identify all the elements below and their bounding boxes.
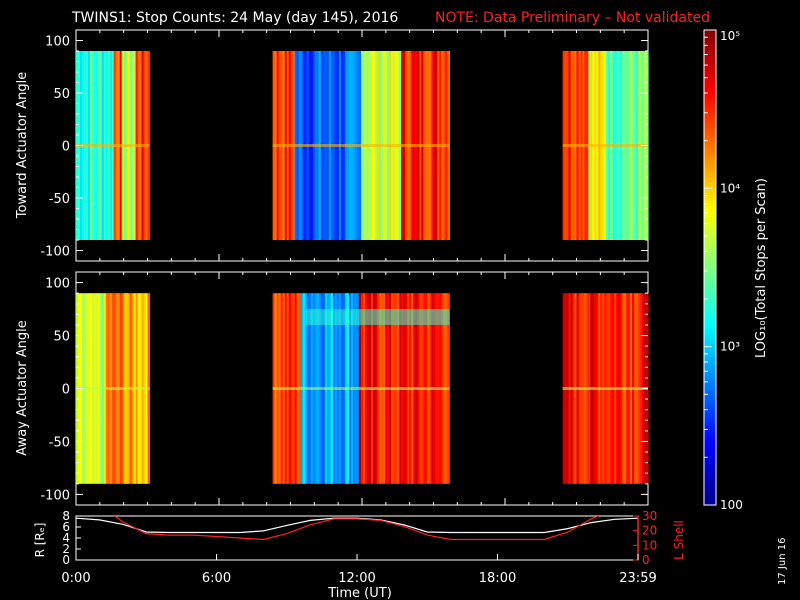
zero-angle-band xyxy=(272,387,450,390)
zero-angle-band xyxy=(76,387,150,390)
x-tick-label: 23:59 xyxy=(619,571,656,586)
zero-angle-band xyxy=(272,144,450,147)
y2-tick-label: 20 xyxy=(642,524,657,538)
toward-ylabel: Toward Actuator Angle xyxy=(15,72,30,219)
toward-axis: 100 50 0 -50 -100 xyxy=(40,30,649,261)
y-tick-label: -50 xyxy=(49,435,70,450)
y-tick-label: 6 xyxy=(62,520,70,534)
colorbar-tick-label: 100 xyxy=(720,498,743,512)
x-tick-label: 0:00 xyxy=(61,571,90,586)
toward-heatmap-panel: 100 50 0 -50 -100 Toward Actuator Angle xyxy=(15,29,649,262)
colorbar-tick-label: 10⁵ xyxy=(720,29,740,43)
y-tick-label: -100 xyxy=(40,488,70,503)
zero-angle-band xyxy=(562,144,648,147)
preliminary-note: NOTE: Data Preliminary – Not validated xyxy=(435,10,710,26)
y2-tick-label: 10 xyxy=(642,538,657,552)
away-axis: 100 50 0 -50 -100 xyxy=(40,272,649,505)
y-tick-label: 100 xyxy=(45,277,70,292)
y-tick-label: 0 xyxy=(62,553,70,567)
cyan-band xyxy=(306,309,450,325)
x-axis-label: Time (UT) xyxy=(327,586,392,600)
orbit-ylabel-left: R [Rₑ] xyxy=(33,523,47,558)
zero-angle-band xyxy=(76,144,150,147)
y-tick-label: 100 xyxy=(45,35,70,50)
y-tick-label: 50 xyxy=(53,330,70,345)
y-tick-label: 0 xyxy=(62,383,70,398)
colorbar: 100 10³ 10⁴ 10⁵ LOG₁₀(Total Stops per Scan) xyxy=(703,29,769,512)
colorbar-tick-label: 10³ xyxy=(720,340,740,354)
x-tick-label: 12:00 xyxy=(338,571,375,586)
x-tick-label: 18:00 xyxy=(479,571,516,586)
x-tick-label: 6:00 xyxy=(202,571,231,586)
colorbar-ticks: 100 10³ 10⁴ 10⁵ xyxy=(704,29,743,512)
y-tick-label: 4 xyxy=(62,531,70,545)
y-tick-label: 50 xyxy=(53,87,70,102)
colorbar-gradient xyxy=(703,29,717,506)
orbit-lines xyxy=(76,516,638,541)
y2-tick-label: 30 xyxy=(642,509,657,523)
l-shell-line xyxy=(113,516,600,541)
colorbar-label: LOG₁₀(Total Stops per Scan) xyxy=(754,178,769,358)
zero-angle-band xyxy=(562,387,648,390)
side-date-stamp: 17 Jun 16 xyxy=(777,538,788,585)
y-tick-label: 8 xyxy=(62,509,70,523)
orbit-ylabel-right: L Shell xyxy=(672,520,686,560)
y-tick-label: 2 xyxy=(62,542,70,556)
y-tick-label: 0 xyxy=(62,140,70,155)
away-heatmap-panel: 100 50 0 -50 -100 Away Actuator Angle xyxy=(15,271,649,506)
figure-title: TWINS1: Stop Counts: 24 May (day 145), 2… xyxy=(71,10,398,26)
r-distance-line xyxy=(76,517,638,534)
y-tick-label: -50 xyxy=(49,192,70,207)
away-ylabel: Away Actuator Angle xyxy=(15,320,30,455)
colorbar-tick-label: 10⁴ xyxy=(720,181,740,195)
toward-heatmap-cells xyxy=(76,51,649,240)
y-tick-label: -100 xyxy=(40,245,70,260)
y2-tick-label: 0 xyxy=(642,553,650,567)
